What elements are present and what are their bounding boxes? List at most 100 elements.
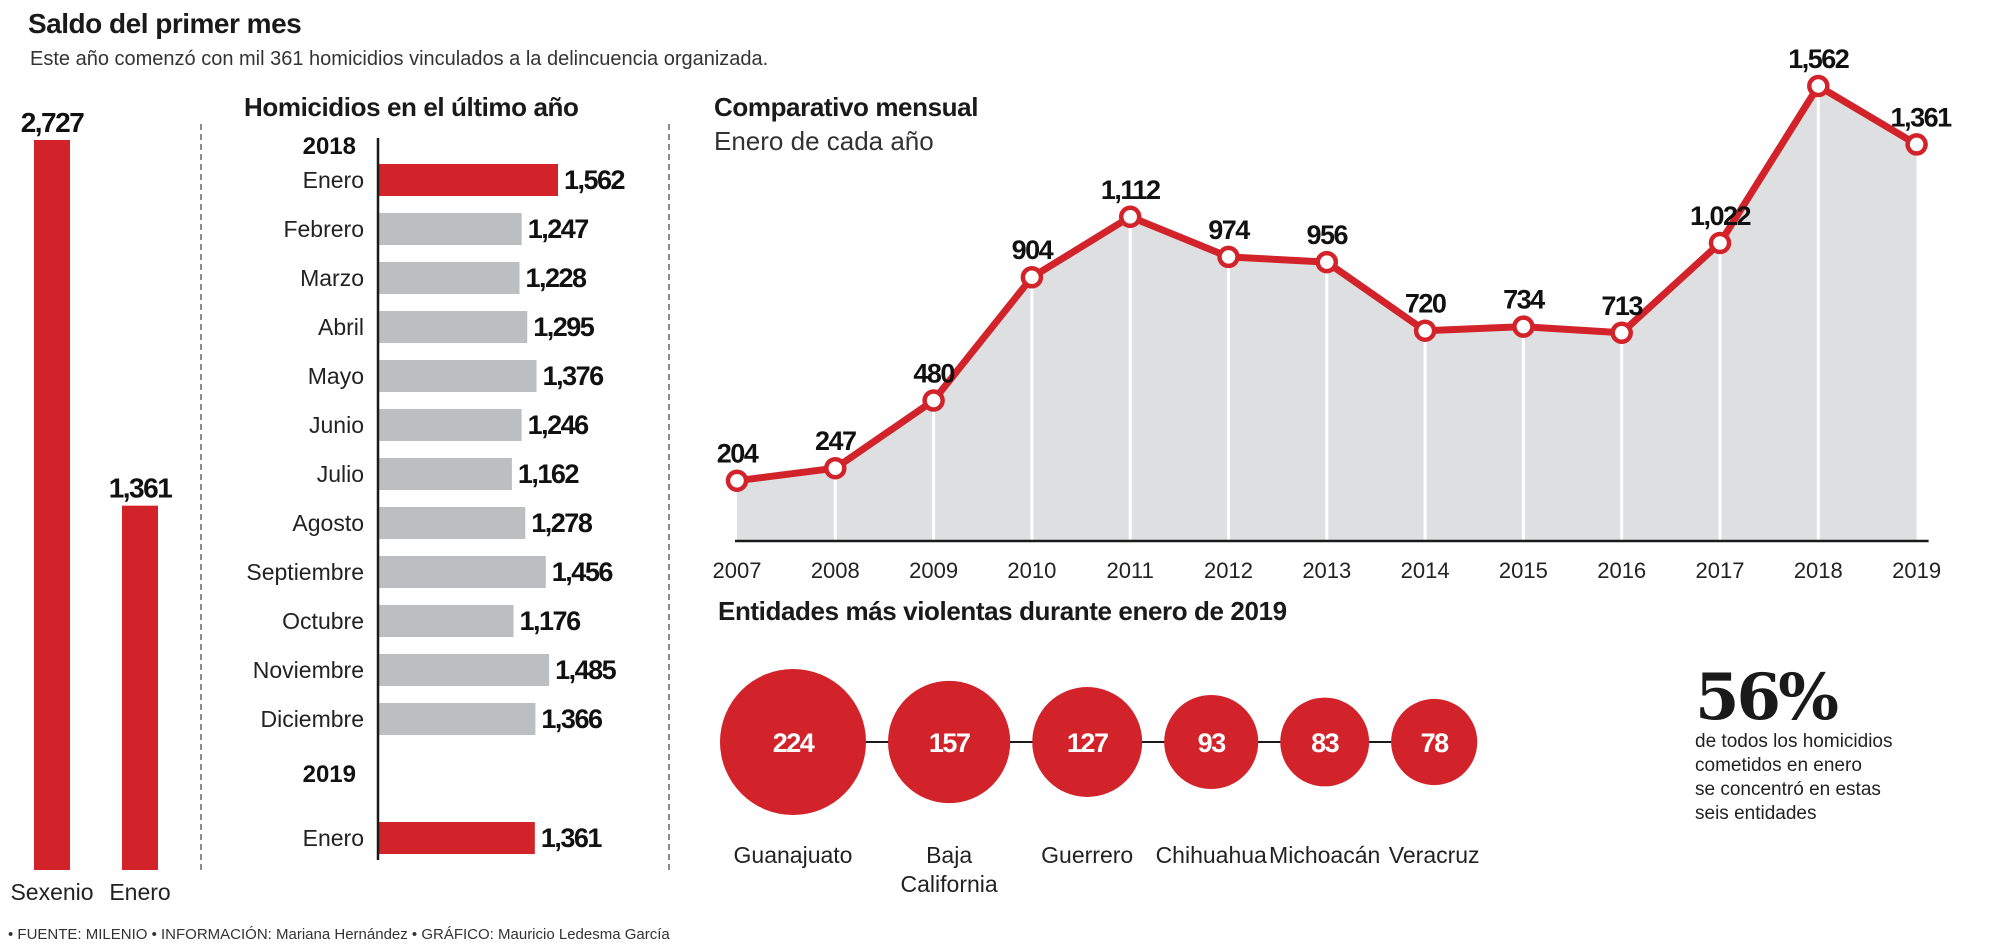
month-label: Diciembre: [260, 706, 364, 732]
x-tick-label: 2010: [1007, 558, 1056, 583]
month-bar: [378, 213, 522, 245]
data-label: 247: [815, 426, 856, 456]
bar-value-label: 1,361: [109, 473, 172, 504]
bubble: [1164, 694, 1259, 790]
month-value-label: 1,278: [531, 508, 593, 538]
month-label: Marzo: [300, 265, 364, 291]
data-label: 480: [913, 358, 954, 388]
page-title: Saldo del primer mes: [28, 8, 302, 39]
data-point: [1807, 74, 1830, 98]
data-label: 204: [717, 439, 759, 469]
bubble-value-label: 127: [1067, 728, 1108, 758]
bar-enero: [122, 505, 158, 870]
data-label: 720: [1405, 289, 1446, 319]
bubble-value-label: 224: [773, 728, 815, 758]
bubble-value-label: 157: [929, 728, 970, 758]
month-bar: [378, 311, 528, 343]
divider-right: [668, 124, 670, 870]
month-label: Julio: [317, 461, 364, 487]
month-label: Junio: [309, 412, 364, 438]
month-value-label: 1,361: [541, 823, 603, 853]
month-value-label: 1,376: [543, 361, 605, 391]
bar-category-label: Enero: [109, 879, 170, 905]
bubble-category-label: Chihuahua: [1156, 842, 1267, 868]
data-point: [922, 389, 945, 412]
bubble-category-label: Guerrero: [1041, 842, 1133, 868]
month-bar: [378, 822, 535, 854]
bubble-chart: 224 Guanajuato 157 Baja California 127 Guerrer…: [720, 669, 1480, 897]
data-point: [1512, 315, 1535, 338]
bubble: [720, 669, 866, 815]
x-tick-label: 2017: [1696, 558, 1745, 583]
sexenio-chart: 2,727 Sexenio 1,361 Enero: [10, 107, 173, 905]
x-tick-label: 2012: [1204, 558, 1253, 583]
month-value-label: 1,562: [564, 165, 625, 195]
x-tick-label: 2016: [1597, 558, 1646, 583]
x-tick-label: 2008: [811, 558, 860, 583]
month-label: Febrero: [283, 216, 364, 242]
monthly-bars-chart: 2018 Enero 1,562 Febrero 1,247 Marzo 1,228 Abri…: [246, 133, 626, 860]
stat-line: se concentró en estas: [1695, 779, 1881, 800]
bubble-value-label: 78: [1421, 728, 1450, 758]
line-chart: 204 2007 247 2008 480 2009 904 2010 1,112 2011 974…: [713, 44, 1954, 583]
month-bar: [378, 458, 512, 490]
month-label: Abril: [318, 314, 364, 340]
month-bar: [378, 164, 558, 196]
bubble-category-label: Baja: [926, 842, 972, 868]
x-tick-label: 2013: [1302, 558, 1351, 583]
data-point: [824, 456, 847, 480]
month-bar: [378, 507, 526, 539]
data-label: 904: [1012, 235, 1054, 265]
x-tick-label: 2009: [909, 558, 958, 583]
month-bar: [378, 654, 550, 686]
month-label: Octubre: [282, 608, 364, 634]
data-label: 1,022: [1690, 201, 1751, 231]
stat-text: de todos los homicidios cometidos en ene…: [1695, 730, 1925, 826]
data-label: 734: [1503, 285, 1545, 315]
data-label: 1,562: [1788, 44, 1849, 74]
month-label: Enero: [303, 825, 364, 851]
data-point: [1413, 319, 1437, 342]
bar-value-label: 2,727: [21, 107, 84, 138]
month-value-label: 1,228: [526, 263, 588, 293]
data-point: [1217, 245, 1240, 269]
bubble-category-label: Guanajuato: [734, 842, 853, 868]
bubble: [1280, 697, 1370, 787]
bubble: [888, 680, 1011, 804]
stat-line: seis entidades: [1695, 803, 1817, 824]
bubble-category-label: California: [901, 871, 998, 897]
data-label: 956: [1307, 220, 1349, 250]
divider-left: [200, 124, 202, 870]
data-point: [1905, 133, 1928, 156]
month-bar: [378, 703, 536, 735]
month-value-label: 1,485: [555, 655, 617, 685]
data-point: [1708, 231, 1732, 255]
month-value-label: 1,246: [528, 410, 590, 440]
stat-line: de todos los homicidios: [1695, 731, 1893, 752]
bubble-category-label: Veracruz: [1389, 842, 1480, 868]
month-label: Enero: [303, 167, 364, 193]
footer-credits: • FUENTE: MILENIO • INFORMACIÓN: Mariana…: [8, 926, 670, 943]
stat-line: cometidos en enero: [1695, 755, 1862, 776]
month-label: Agosto: [292, 510, 364, 536]
x-tick-label: 2011: [1107, 558, 1154, 583]
stat-percent: 56%: [1695, 660, 1839, 735]
month-value-label: 1,162: [518, 459, 579, 489]
x-tick-label: 2015: [1499, 558, 1548, 583]
stat-block: 56% de todos los homicidios cometidos en…: [1695, 666, 1925, 826]
bubble-value-label: 83: [1311, 728, 1340, 758]
month-value-label: 1,456: [552, 557, 614, 587]
x-tick-label: 2019: [1892, 558, 1941, 583]
page-subtitle: Este año comenzó con mil 361 homicidios …: [30, 48, 769, 70]
month-label: Noviembre: [253, 657, 364, 683]
month-bar: [378, 360, 537, 392]
line-title: Comparativo mensual: [714, 92, 979, 122]
bubble-category-label: Michoacán: [1269, 842, 1380, 868]
year-label: 2018: [303, 133, 356, 160]
x-tick-label: 2014: [1401, 558, 1450, 583]
month-label: Septiembre: [246, 559, 364, 585]
bar-category-label: Sexenio: [10, 879, 93, 905]
month-value-label: 1,366: [541, 704, 603, 734]
data-point: [1610, 321, 1633, 345]
x-tick-label: 2018: [1794, 558, 1843, 583]
